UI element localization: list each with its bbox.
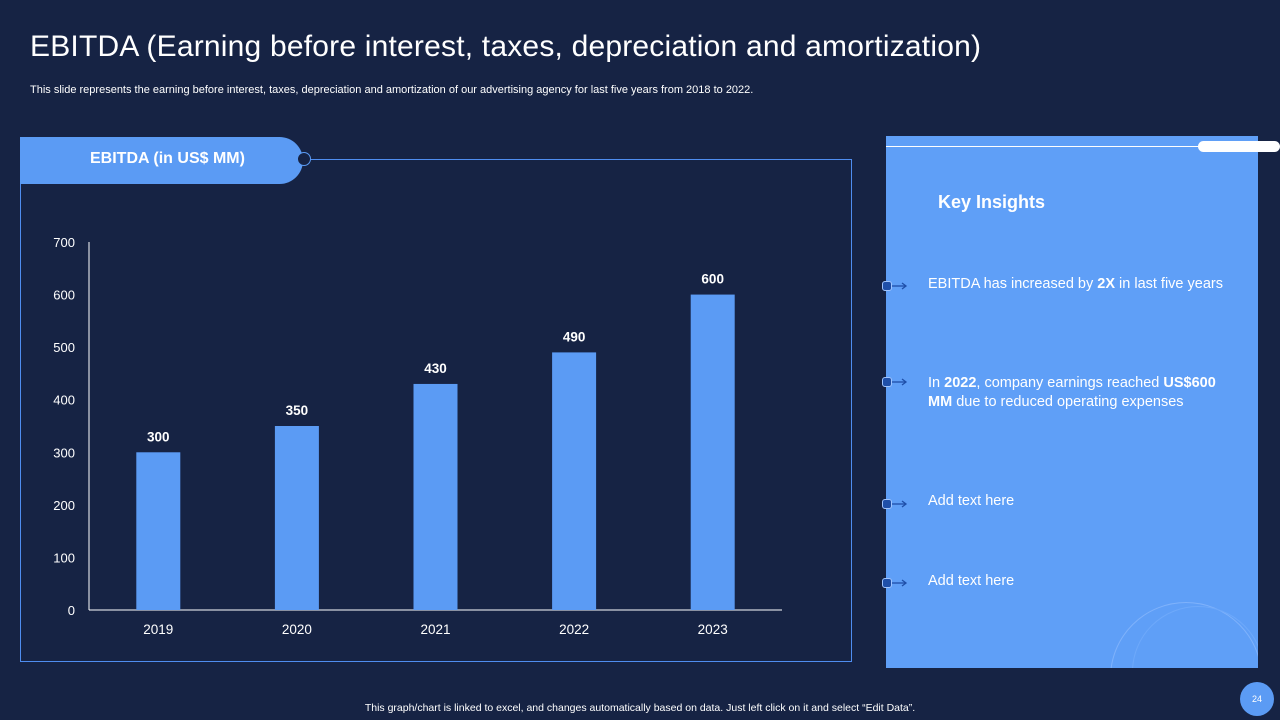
x-tick-label: 2019 (143, 622, 173, 637)
chart-header-pill: EBITDA (in US$ MM) (20, 137, 303, 184)
arrow-right-icon (892, 282, 908, 290)
y-tick-label: 700 (53, 235, 75, 250)
page-number-badge: 24 (1240, 682, 1274, 716)
bar-value-label: 350 (286, 403, 309, 418)
x-tick-label: 2021 (420, 622, 450, 637)
insight-2-text-mid: , company earnings reached (976, 375, 1164, 391)
x-tick-label: 2020 (282, 622, 312, 637)
y-tick-label: 100 (53, 550, 75, 565)
y-tick-label: 500 (53, 340, 75, 355)
bullet-dot-2 (882, 377, 892, 387)
bar (690, 294, 735, 610)
panel-accent-bar (1198, 141, 1280, 152)
insight-4-text: Add text here (928, 573, 1015, 589)
insight-3: Add text here (928, 492, 1248, 511)
slide-subtitle: This slide represents the earning before… (30, 84, 754, 96)
arrow-right-icon (892, 378, 908, 386)
bar-value-label: 430 (424, 361, 447, 376)
insight-1-text-end: in last five years (1115, 276, 1223, 292)
insight-2-text: In (928, 375, 945, 391)
chart-header-label: EBITDA (in US$ MM) (90, 150, 245, 167)
bullet-dot-4 (882, 578, 892, 588)
key-insights-panel: Key Insights EBITDA has increased by 2X … (886, 136, 1258, 668)
key-insights-title: Key Insights (938, 192, 1046, 212)
x-tick-label: 2022 (559, 622, 589, 637)
bar (136, 452, 181, 610)
insight-1: EBITDA has increased by 2X in last five … (928, 275, 1248, 294)
arrow-right-icon (892, 579, 908, 587)
bar (413, 383, 458, 610)
insight-3-text: Add text here (928, 493, 1015, 509)
bar-value-label: 300 (147, 429, 170, 444)
bar-chart: 0 100 200 300 400 500 600 700 300 2019 350 2020 430 2… (53, 235, 782, 637)
footer-note: This graph/chart is linked to excel, and… (364, 702, 916, 714)
insight-2-text-end: due to reduced operating expenses (952, 394, 1184, 410)
insight-1-highlight: 2X (1097, 276, 1115, 292)
y-tick-label: 200 (53, 498, 75, 513)
y-tick-label: 400 (53, 393, 75, 408)
bar (552, 352, 597, 610)
insight-1-text: EBITDA has increased by (928, 276, 1098, 292)
y-tick-label: 0 (68, 603, 75, 618)
insight-2-amount: US$600 MM (928, 375, 1216, 410)
insight-2-year: 2022 (944, 375, 977, 391)
x-tick-label: 2023 (698, 622, 728, 637)
bullet-dot-3 (882, 499, 892, 509)
bar-value-label: 490 (563, 329, 586, 344)
y-tick-label: 600 (53, 288, 75, 303)
slide-title: EBITDA (Earning before interest, taxes, … (30, 30, 982, 63)
chart-header-connector (311, 159, 852, 160)
bullet-dot-1 (882, 281, 892, 291)
panel-top-line (886, 146, 1206, 147)
chart-header-knob (297, 152, 311, 166)
insight-2: In 2022, company earnings reached US$600… (928, 374, 1228, 412)
bar (274, 426, 319, 610)
arrow-right-icon (892, 500, 908, 508)
bar-value-label: 600 (701, 272, 724, 287)
insight-4: Add text here (928, 572, 1248, 591)
y-tick-label: 300 (53, 445, 75, 460)
